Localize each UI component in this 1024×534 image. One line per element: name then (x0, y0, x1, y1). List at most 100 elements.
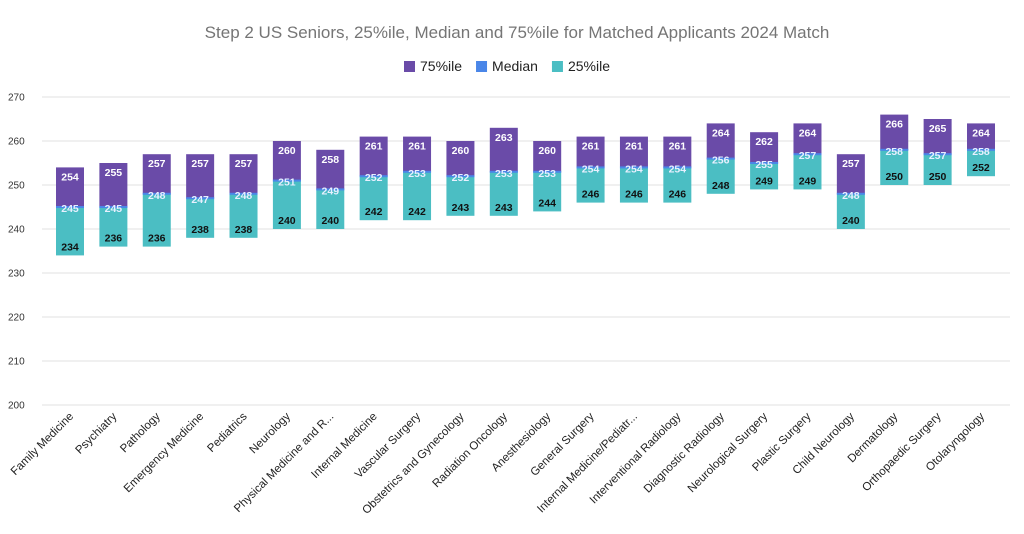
data-label-75ile: 264 (972, 127, 990, 139)
bar-median (836, 192, 865, 195)
data-label-median: 258 (972, 146, 990, 158)
data-label-75ile: 261 (625, 141, 643, 153)
data-label-75ile: 261 (408, 141, 426, 153)
bar-75ile (142, 154, 171, 194)
data-label-median: 254 (582, 163, 600, 175)
data-label-median: 255 (755, 159, 773, 171)
bar-median (403, 170, 432, 173)
bar-75ile (663, 136, 692, 168)
data-label-25ile: 244 (538, 197, 556, 209)
bar-75ile (56, 167, 84, 207)
bar-75ile (533, 141, 562, 172)
bar-25ile (403, 171, 432, 221)
y-tick-label: 270 (8, 93, 25, 104)
category-label: Pathology (118, 410, 163, 455)
bar-25ile (56, 207, 84, 256)
category-label: Family Medicine (9, 411, 76, 478)
bar-25ile (229, 193, 258, 238)
bar-median (706, 157, 735, 160)
data-label-75ile: 262 (755, 136, 773, 148)
bar-median (533, 170, 562, 173)
data-label-25ile: 246 (582, 189, 600, 201)
y-tick-label: 230 (8, 269, 25, 280)
data-label-75ile: 263 (495, 132, 513, 144)
bar-75ile (99, 163, 128, 207)
data-label-25ile: 240 (842, 215, 860, 227)
category-label: Neurological Surgery (686, 410, 771, 495)
bar-median (359, 175, 388, 178)
bar-median (272, 179, 301, 182)
bar-25ile (272, 180, 301, 229)
data-label-75ile: 265 (929, 123, 947, 135)
data-label-25ile: 246 (669, 189, 687, 201)
data-label-25ile: 242 (408, 206, 426, 218)
bar-25ile (186, 198, 215, 238)
data-label-25ile: 242 (365, 206, 383, 218)
y-tick-label: 260 (8, 137, 25, 148)
category-label: Pediatrics (205, 410, 249, 454)
data-label-75ile: 261 (365, 141, 383, 153)
category-label: Psychiatry (74, 410, 120, 456)
bar-median (663, 166, 692, 169)
bar-median (316, 188, 345, 191)
data-label-25ile: 250 (885, 171, 903, 183)
bar-25ile (316, 189, 345, 229)
data-label-median: 249 (322, 185, 340, 197)
data-label-25ile: 243 (452, 202, 470, 214)
bar-median (750, 162, 779, 164)
bar-median (186, 197, 215, 200)
data-label-median: 257 (929, 150, 947, 162)
bar-median (880, 148, 909, 151)
data-label-25ile: 243 (495, 202, 513, 214)
bar-25ile (923, 154, 952, 185)
legend-swatch (551, 61, 563, 72)
bar-median (446, 175, 475, 178)
bar-25ile (793, 154, 822, 190)
bar-25ile (99, 207, 128, 247)
bar-25ile (489, 171, 518, 216)
data-label-median: 248 (842, 190, 860, 202)
data-label-75ile: 266 (885, 119, 903, 131)
bar-25ile (750, 163, 779, 190)
data-label-25ile: 238 (191, 224, 209, 236)
data-label-25ile: 236 (148, 233, 166, 245)
bar-25ile (706, 158, 735, 194)
data-label-median: 251 (278, 177, 296, 189)
data-label-25ile: 249 (755, 175, 773, 187)
data-label-median: 248 (148, 190, 166, 202)
data-label-median: 245 (61, 203, 79, 215)
data-label-75ile: 257 (235, 158, 253, 170)
bar-75ile (836, 154, 865, 194)
bar-75ile (403, 136, 432, 172)
bar-25ile (880, 149, 909, 185)
category-labels: Family MedicinePsychiatryPathologyEmerge… (9, 410, 987, 516)
bar-75ile (967, 123, 995, 150)
category-label: Radiation Oncology (430, 410, 510, 490)
data-label-25ile: 240 (278, 215, 296, 227)
data-label-75ile: 257 (842, 158, 860, 170)
data-label-25ile: 248 (712, 180, 730, 192)
bar-75ile (706, 123, 735, 159)
bar-median (229, 192, 258, 195)
bar-median (576, 166, 605, 169)
bar-25ile (967, 149, 995, 177)
data-label-25ile: 249 (799, 175, 817, 187)
bars: 254 245 234 255 245 236 257 248 236 257 247 238 257 2… (56, 114, 995, 256)
data-label-75ile: 260 (452, 145, 470, 157)
data-label-75ile: 257 (148, 158, 166, 170)
bar-median (967, 148, 995, 151)
bar-25ile (663, 167, 692, 203)
y-tick-label: 240 (8, 225, 25, 236)
category-label: Emergency Medicine (122, 411, 206, 495)
data-label-25ile: 252 (972, 162, 990, 174)
bar-75ile (923, 119, 952, 155)
data-label-median: 257 (799, 150, 817, 162)
data-label-median: 253 (408, 168, 426, 180)
bar-median (489, 170, 518, 173)
bar-75ile (229, 154, 258, 194)
bar-25ile (836, 193, 865, 229)
data-label-median: 252 (452, 172, 470, 184)
data-label-25ile: 246 (625, 189, 643, 201)
chart-title: Step 2 US Seniors, 25%ile, Median and 75… (205, 23, 830, 42)
